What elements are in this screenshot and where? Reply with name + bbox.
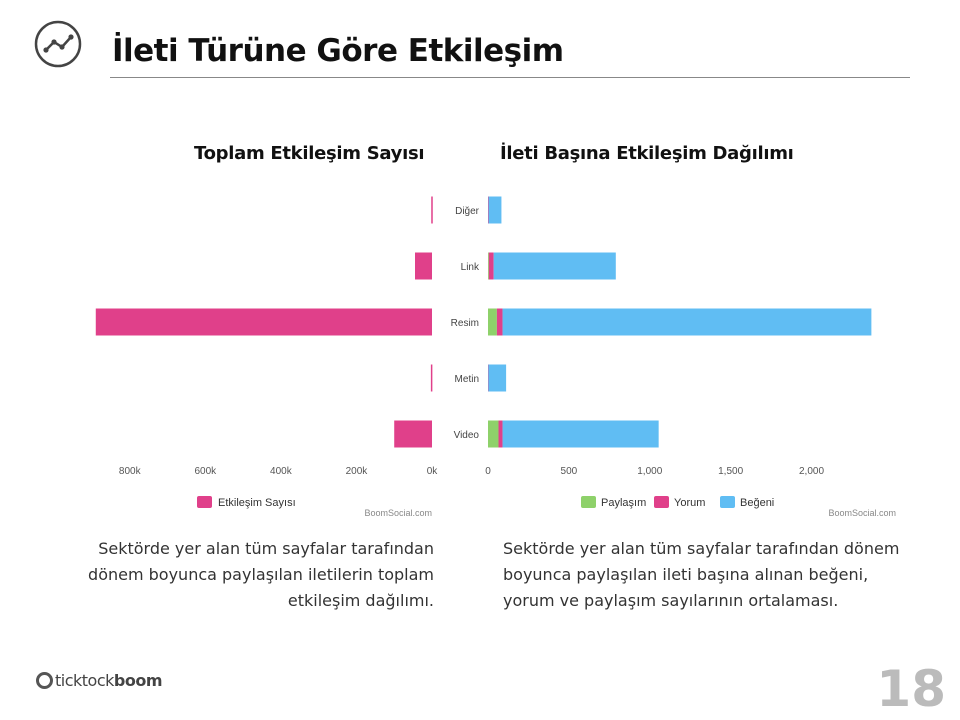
legend-label-paylasim: Paylaşım: [601, 497, 646, 509]
legend-swatch-yorum: [654, 496, 669, 508]
x-tick-label-right: 500: [561, 466, 578, 477]
x-tick-label-left: 600k: [194, 466, 217, 477]
bar-yorum-link: [488, 252, 494, 280]
bar-paylasim-video: [488, 420, 499, 448]
caption-total: Sektörde yer alan tüm sayfalar tarafında…: [88, 539, 434, 610]
category-label-metin: Metin: [455, 374, 479, 385]
legend-left: Etkileşim Sayısı: [197, 496, 296, 509]
bar-begeni-diger: [488, 196, 502, 224]
bar-begeni-resim: [502, 308, 872, 336]
x-tick-label-right: 1,000: [637, 466, 662, 477]
x-tick-label-left: 400k: [270, 466, 293, 477]
category-label-video: Video: [454, 430, 480, 441]
page-title: İleti Türüne Göre Etkileşim: [112, 33, 564, 69]
chart-title-per-post: İleti Başına Etkileşim Dağılımı: [500, 143, 794, 164]
bar-total-resim: [95, 308, 433, 336]
bar-total-video: [394, 420, 432, 448]
x-tick-label-right: 0: [485, 466, 491, 477]
brand-ring-icon: [36, 672, 53, 689]
x-tick-label-left: 200k: [346, 466, 369, 477]
legend-swatch-etkilesim: [197, 496, 212, 508]
bar-yorum-diger: [488, 196, 489, 224]
charts-canvas: 800k 600k 400k 200k 0k Etkileşim Sayısı BoomSo…: [95, 196, 896, 518]
bar-total-diger: [431, 196, 433, 224]
x-tick-label-left: 0k: [427, 466, 439, 477]
category-label-link: Link: [461, 262, 480, 273]
legend-label-begeni: Beğeni: [740, 497, 774, 509]
per-post-engagement-chart: 0 500 1,000 1,500 2,000 Paylaşım Yorum Beğeni Bo…: [485, 196, 896, 518]
category-label-resim: Resim: [451, 318, 479, 329]
chart-title-total: Toplam Etkileşim Sayısı: [194, 143, 425, 164]
bar-begeni-video: [502, 420, 659, 448]
brand-name-light: ticktock: [55, 671, 114, 690]
chart-credit-left: BoomSocial.com: [364, 508, 432, 518]
category-label-diger: Diğer: [455, 206, 480, 217]
legend-label-etkilesim: Etkileşim Sayısı: [218, 497, 296, 509]
bar-yorum-video: [498, 420, 503, 448]
bar-begeni-link: [493, 252, 616, 280]
chart-credit-right: BoomSocial.com: [828, 508, 896, 518]
legend-swatch-paylasim: [581, 496, 596, 508]
x-tick-label-right: 2,000: [799, 466, 824, 477]
brand-name-bold: boom: [113, 671, 163, 690]
page-number: 18: [876, 660, 946, 718]
brand-logo: ticktock boom: [36, 671, 163, 690]
bar-total-metin: [430, 364, 433, 392]
legend-label-yorum: Yorum: [674, 497, 705, 509]
bar-begeni-metin: [488, 364, 507, 392]
bar-total-link: [415, 252, 432, 280]
caption-per-post: Sektörde yer alan tüm sayfalar tarafında…: [503, 539, 900, 610]
bar-yorum-resim: [496, 308, 503, 336]
legend-swatch-begeni: [720, 496, 735, 508]
title-divider: [110, 77, 910, 78]
total-engagement-chart: 800k 600k 400k 200k 0k Etkileşim Sayısı BoomSo…: [95, 196, 480, 518]
line-chart-icon: [34, 20, 82, 68]
legend-right: Paylaşım Yorum Beğeni: [581, 496, 774, 509]
bar-paylasim-link: [488, 252, 489, 280]
bar-paylasim-resim: [488, 308, 497, 336]
x-tick-label-left: 800k: [119, 466, 142, 477]
x-tick-label-right: 1,500: [718, 466, 743, 477]
